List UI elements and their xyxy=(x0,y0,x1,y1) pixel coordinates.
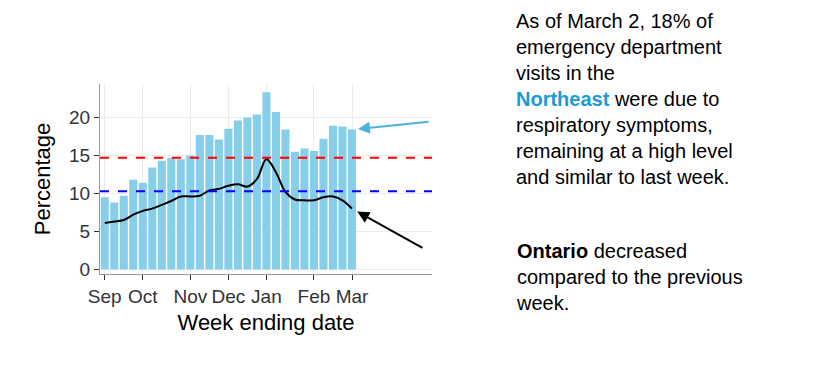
svg-text:Sep: Sep xyxy=(88,286,122,307)
svg-text:Jan: Jan xyxy=(251,286,282,307)
svg-text:Feb: Feb xyxy=(298,286,331,307)
svg-text:Mar: Mar xyxy=(336,286,369,307)
svg-text:10: 10 xyxy=(69,183,90,204)
svg-text:Ontario decreasedcompared to t: Ontario decreasedcompared to the previou… xyxy=(516,240,743,314)
svg-text:Week ending date: Week ending date xyxy=(178,310,355,335)
svg-text:Percentage: Percentage xyxy=(30,123,55,236)
svg-text:0: 0 xyxy=(80,259,91,280)
svg-text:5: 5 xyxy=(80,221,91,242)
svg-text:Oct: Oct xyxy=(128,286,158,307)
svg-text:20: 20 xyxy=(69,107,90,128)
svg-text:15: 15 xyxy=(69,145,90,166)
svg-text:Dec: Dec xyxy=(211,286,245,307)
svg-text:As of March 2, 18% ofemergency: As of March 2, 18% ofemergency departmen… xyxy=(516,10,733,188)
svg-text:Nov: Nov xyxy=(173,286,207,307)
